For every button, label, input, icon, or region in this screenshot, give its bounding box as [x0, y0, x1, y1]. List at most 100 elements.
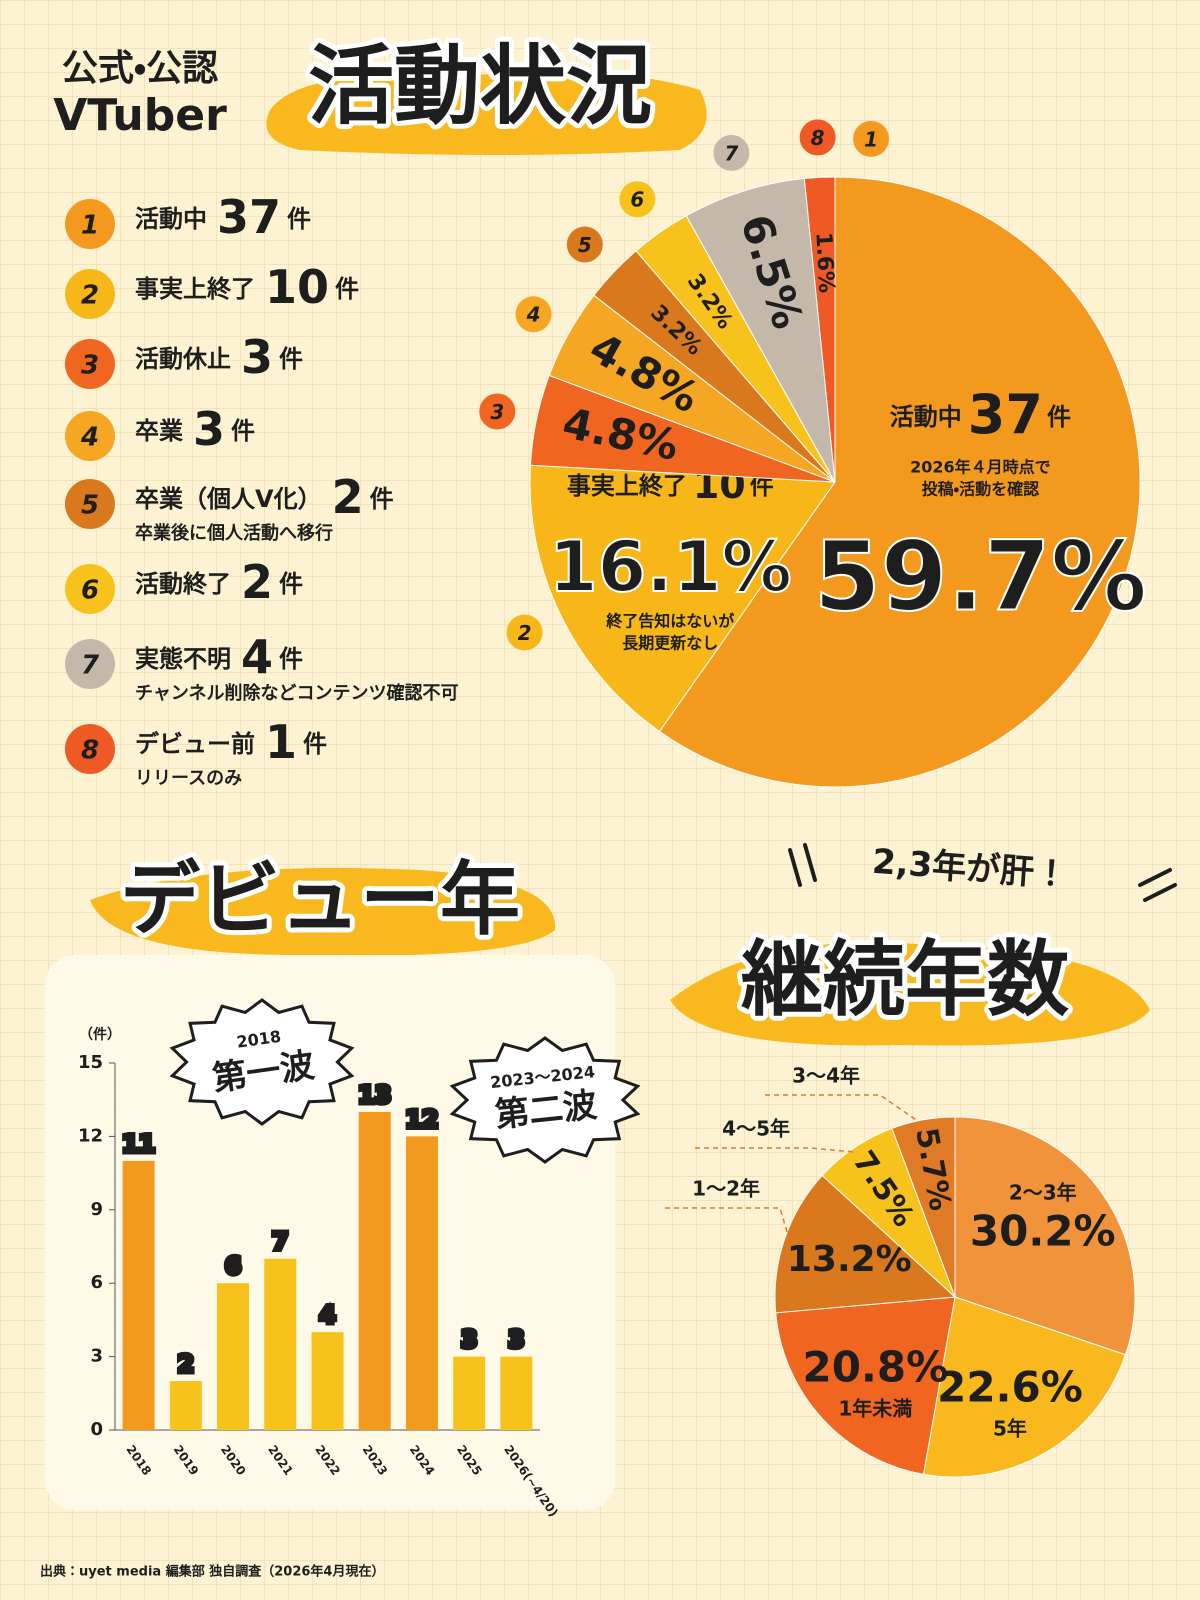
bar-value-label: 11 [122, 1130, 155, 1158]
legend-name: 実態不明 [135, 645, 231, 673]
y-tick-label: 9 [90, 1199, 103, 1220]
slice-category-label: 5年 [993, 1416, 1027, 1440]
source-note: 出典：uyet media 編集部 独自調査（2026年4月現在） [40, 1564, 384, 1580]
legend-name: 事実上終了 [135, 275, 255, 303]
title-blob [90, 868, 556, 956]
slice-number: 6 [630, 188, 644, 212]
slice-badge [506, 614, 543, 651]
slice-value-label: 1.6% [810, 232, 838, 294]
slice-badge [566, 226, 603, 263]
pie-slice [891, 1116, 956, 1298]
legend-count: 37 [217, 190, 281, 244]
legend-badge [65, 479, 115, 529]
title-blob [266, 72, 707, 155]
pie-slice [803, 176, 836, 483]
slice-heading-unit: 件 [1047, 403, 1071, 431]
bar-chart-title: デビュー年 [120, 853, 520, 946]
legend-entry: 事実上終了 10 件 [135, 260, 359, 314]
bar-value-label: 7 [272, 1228, 289, 1256]
legend-count: 10 [265, 260, 329, 314]
bar [264, 1258, 297, 1430]
legend-name: 活動中 [135, 205, 207, 233]
legend-unit: 件 [279, 570, 303, 598]
bar [453, 1356, 486, 1430]
legend-number: 2 [81, 281, 99, 311]
legend-count: 3 [193, 402, 225, 456]
emphasis-strokes [788, 843, 1177, 902]
legend-number: 3 [81, 351, 99, 381]
bar-value-label: 3 [461, 1326, 478, 1354]
leader-line [765, 1094, 925, 1126]
slice-heading-name: 事実上終了 [567, 472, 687, 500]
pie-chart-title: 継続年数 [741, 932, 1069, 1027]
title-blob [670, 942, 1150, 1046]
pie-slice [685, 177, 836, 483]
legend-entry: 実態不明 4 件 [135, 630, 303, 684]
bar-value-label: 6 [225, 1252, 242, 1280]
slice-number: 1 [864, 127, 878, 151]
legend-count: 3 [241, 330, 273, 384]
slice-value-label: 59.7% [814, 520, 1147, 632]
slice-value-label: 22.6% [937, 1362, 1083, 1411]
legend-unit: 件 [370, 485, 394, 513]
legend-badge [65, 199, 115, 249]
slice-badge [619, 181, 656, 218]
y-tick-label: 3 [90, 1346, 103, 1367]
slice-badge [853, 120, 890, 157]
bar [122, 1160, 155, 1430]
legend-name: 活動終了 [135, 570, 231, 598]
slice-heading-name: 活動中 [890, 403, 962, 431]
header-kicker: VTuber [53, 90, 227, 141]
legend-note: リリースのみ [135, 768, 242, 789]
outside-category-label: 3～4年 [792, 1064, 860, 1088]
legend-count: 2 [241, 555, 273, 609]
legend-count: 1 [265, 715, 297, 769]
callout-bubble [169, 998, 355, 1126]
bar-value-label: 12 [405, 1105, 438, 1133]
y-tick-label: 6 [90, 1272, 103, 1293]
bar [405, 1136, 438, 1430]
legend-name: 卒業 [135, 417, 183, 445]
pie-slice [774, 1174, 957, 1314]
legend-badge [65, 724, 115, 774]
header-kicker: 公式・公認 [62, 48, 218, 89]
legend-name: 卒業（個人V化） [135, 485, 322, 513]
slice-note: 終了告知はないが [605, 611, 734, 630]
slice-number: 8 [811, 126, 825, 150]
bar-value-label: 2 [177, 1350, 194, 1378]
legend-badge [65, 564, 115, 614]
legend-number: 8 [81, 736, 99, 766]
bar [500, 1356, 533, 1430]
slice-category-label: 1年未満 [838, 1396, 912, 1420]
pie-chart-subtitle: 2,3年が肝！ [871, 842, 1070, 896]
y-axis-label: （件） [79, 1026, 121, 1043]
legend-name: 活動休止 [135, 345, 231, 373]
legend-note: 卒業後に個人活動へ移行 [135, 522, 333, 544]
y-tick-label: 12 [78, 1125, 103, 1146]
outside-category-label: 4～5年 [722, 1117, 790, 1141]
slice-number: 7 [724, 141, 738, 165]
callout-bubble [449, 1036, 641, 1164]
legend-entry: 卒業 3 件 [135, 402, 255, 456]
legend-badge [65, 411, 115, 461]
bar-value-label: 4 [319, 1301, 336, 1329]
legend-number: 1 [81, 211, 99, 241]
legend-entry: 活動休止 3 件 [135, 330, 303, 384]
bar [311, 1332, 344, 1430]
slice-heading: 事実上終了 10 件 [567, 462, 774, 506]
slice-value-label: 16.1% [549, 526, 792, 608]
slice-number: 2 [518, 621, 532, 645]
legend-entry: 活動終了 2 件 [135, 555, 303, 609]
legend-unit: 件 [303, 730, 327, 758]
bar [358, 1111, 391, 1430]
legend-number: 4 [80, 423, 99, 453]
legend-unit: 件 [279, 345, 303, 373]
legend-unit: 件 [231, 417, 255, 445]
legend-name: デビュー前 [135, 730, 255, 758]
legend-unit: 件 [279, 645, 303, 673]
leader-line [695, 1147, 858, 1154]
slice-value-label: 30.2% [970, 1207, 1116, 1256]
